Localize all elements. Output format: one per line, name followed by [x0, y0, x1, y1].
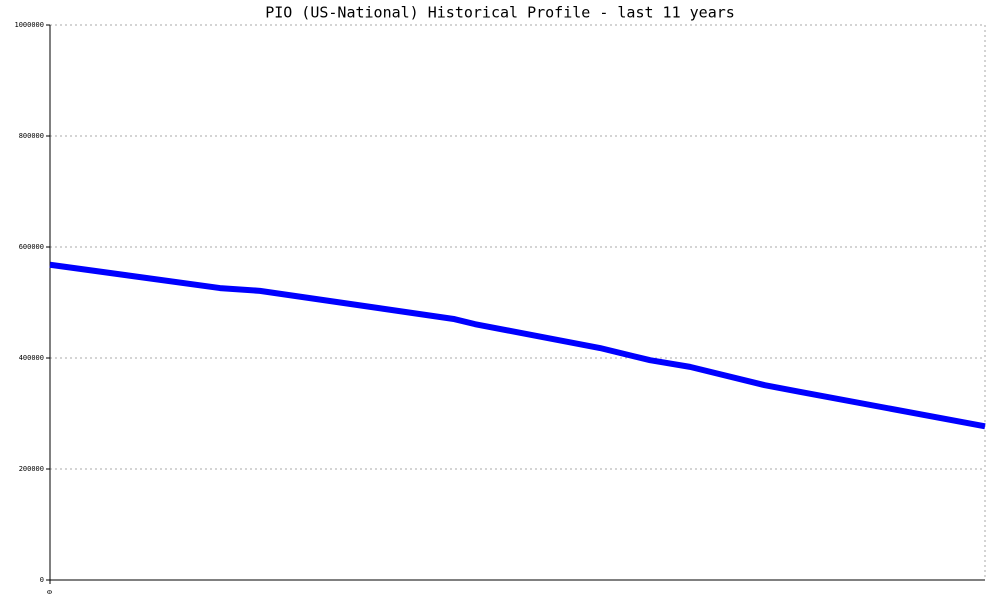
y-tick-label: 0	[40, 576, 44, 584]
chart-title: PIO (US-National) Historical Profile - l…	[265, 4, 735, 22]
y-tick-label: 800000	[19, 132, 44, 140]
y-tick-label: 600000	[19, 243, 44, 251]
y-tick-label: 400000	[19, 354, 44, 362]
line	[49, 261, 986, 430]
y-tick-label: 200000	[19, 465, 44, 473]
y-tick-label: 1000000	[14, 21, 44, 29]
x-tick-label: 0	[46, 590, 54, 594]
